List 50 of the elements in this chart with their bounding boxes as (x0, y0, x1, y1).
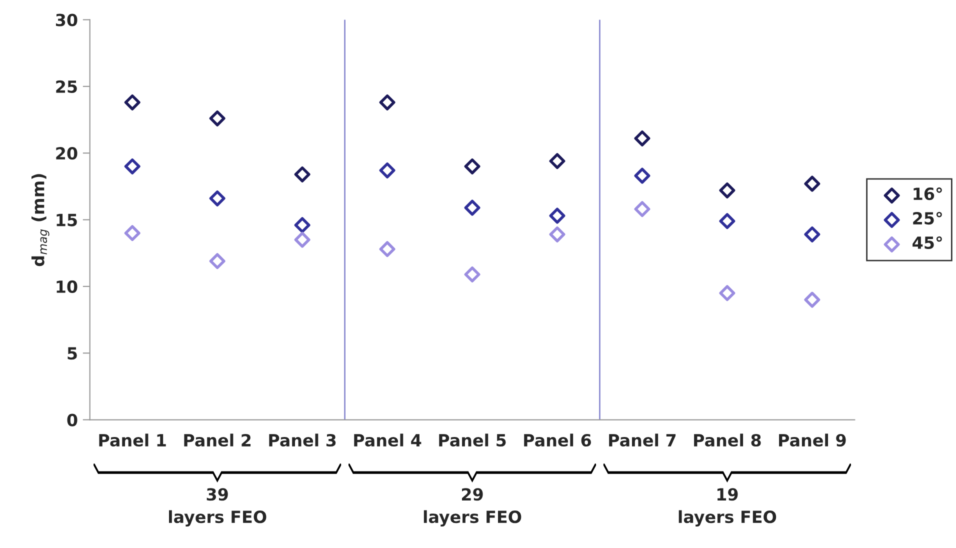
point (294, 217, 310, 234)
x-tick-label: Panel 2 (184, 434, 251, 447)
point (549, 226, 566, 242)
x-tick-label: Panel 3 (269, 434, 336, 447)
point (379, 241, 396, 258)
point (379, 162, 396, 178)
point (124, 158, 140, 174)
x-tick-label: Panel 5 (439, 434, 506, 447)
x-tick-label: Panel 6 (524, 434, 591, 447)
point (634, 130, 650, 146)
y-tick-label: 20 (56, 147, 78, 160)
point (294, 232, 310, 248)
point (124, 225, 140, 242)
x-tick-label: Panel 7 (609, 434, 676, 447)
text: 19 layers FEO (678, 488, 776, 526)
point (719, 285, 736, 302)
point (294, 166, 310, 182)
y-axis-title: d$_{mag}$ (mm) (31, 174, 50, 266)
point (804, 226, 820, 242)
point (549, 208, 566, 224)
point (209, 110, 226, 126)
text: 29 layers FEO (424, 488, 522, 526)
point (124, 94, 140, 110)
point (209, 253, 226, 270)
point (719, 213, 736, 230)
y-tick-label: 25 (56, 80, 77, 93)
x-tick-label: Panel 4 (354, 434, 422, 447)
legend-label: 25° (913, 212, 942, 225)
point (549, 153, 566, 170)
y-tick-label: 0 (67, 414, 78, 426)
text: 39 layers FEO (168, 488, 266, 526)
point (719, 182, 736, 198)
point (209, 190, 226, 206)
legend-label: 16° (914, 187, 942, 200)
legend-label: 45° (912, 236, 942, 250)
point (464, 266, 480, 282)
y-tick-label: 30 (56, 14, 78, 26)
y-tick-label: 5 (68, 347, 77, 360)
point (634, 168, 650, 184)
x-tick-label: Panel 8 (694, 434, 761, 447)
point (804, 292, 820, 308)
point (634, 201, 650, 218)
y-tick-label: 15 (56, 214, 77, 226)
point (804, 176, 820, 192)
point (464, 158, 480, 174)
y-tick-label: 10 (56, 280, 78, 293)
point (379, 94, 396, 110)
x-tick-label: Panel 1 (99, 434, 166, 447)
point (464, 200, 480, 216)
x-tick-label: Panel 9 (779, 434, 846, 447)
